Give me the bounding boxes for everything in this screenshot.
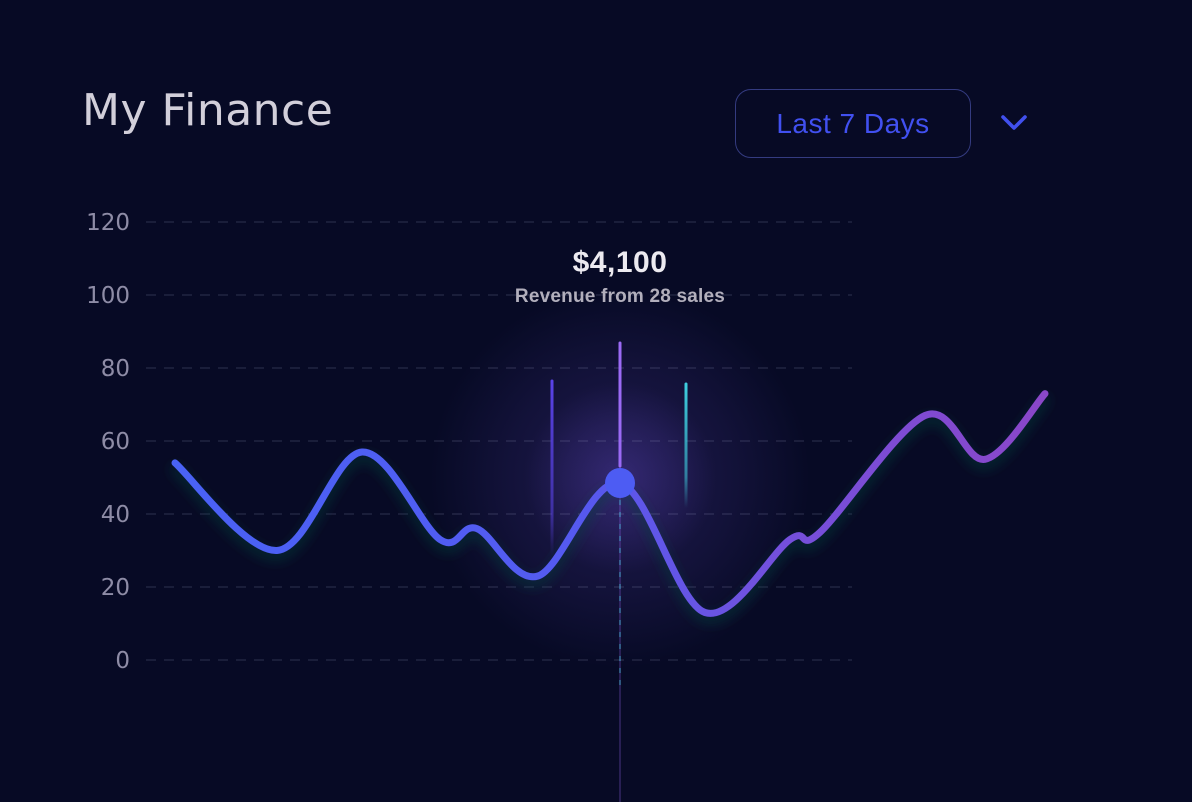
y-axis-label: 120	[86, 210, 130, 236]
date-range-button[interactable]: Last 7 Days	[735, 89, 971, 158]
highlight-point[interactable]	[605, 467, 635, 498]
y-axis-label: 60	[101, 429, 130, 455]
y-axis-label: 0	[115, 648, 130, 674]
page-title: My Finance	[82, 85, 334, 136]
y-axis-label: 100	[86, 283, 130, 309]
y-axis-label: 80	[101, 356, 130, 382]
chevron-down-icon[interactable]	[996, 108, 1032, 138]
y-axis-label: 40	[101, 502, 130, 528]
y-axis-label: 20	[101, 575, 130, 601]
